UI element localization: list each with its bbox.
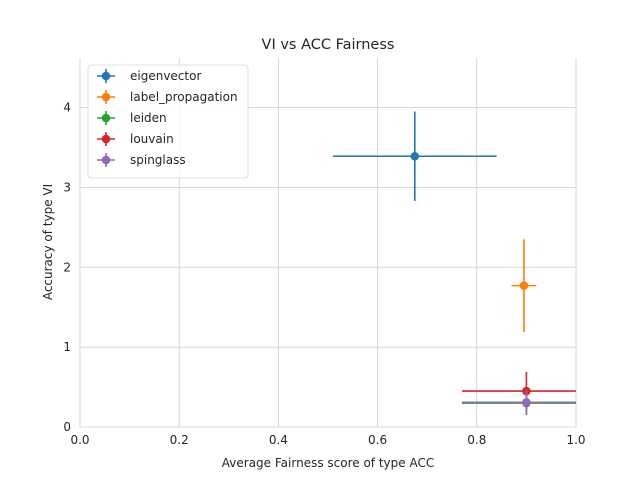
y-tick-label: 4 <box>63 101 71 115</box>
series-layer <box>332 111 576 416</box>
data-point <box>410 151 420 161</box>
legend-marker <box>101 92 111 102</box>
y-axis-label: Accuracy of type VI <box>41 184 55 300</box>
x-tick-label: 0.2 <box>170 433 189 447</box>
legend-label: spinglass <box>130 153 186 167</box>
y-tick-label: 3 <box>63 180 71 194</box>
x-axis-ticks: 0.0 0.2 0.4 0.6 0.8 1.0 <box>70 433 585 447</box>
legend-label: louvain <box>130 132 174 146</box>
x-tick-label: 0.8 <box>467 433 486 447</box>
legend-marker <box>101 71 111 81</box>
y-tick-label: 0 <box>63 420 71 434</box>
x-axis-label: Average Fairness score of type ACC <box>222 456 434 470</box>
legend-marker <box>101 134 111 144</box>
legend-label: leiden <box>130 111 167 125</box>
legend-marker <box>101 155 111 165</box>
legend-box <box>87 64 249 179</box>
y-axis-ticks: 0 1 2 3 4 <box>63 101 71 434</box>
series-eigenvector <box>332 111 497 201</box>
series-spinglass <box>461 390 576 415</box>
y-tick-label: 1 <box>63 340 71 354</box>
legend-entry-eigenvector: eigenvector <box>97 69 201 83</box>
y-tick-label: 2 <box>63 260 71 274</box>
legend-label: label_propagation <box>130 90 238 104</box>
data-point <box>519 281 529 290</box>
legend-entry-leiden: leiden <box>97 111 167 125</box>
grid <box>79 58 577 428</box>
x-tick-label: 0.6 <box>368 433 387 447</box>
legend-label: eigenvector <box>130 69 201 83</box>
x-tick-label: 1.0 <box>566 433 585 447</box>
legend-entry-louvain: louvain <box>97 132 174 146</box>
legend-entry-spinglass: spinglass <box>97 153 186 167</box>
x-tick-label: 0.0 <box>70 433 89 447</box>
legend-marker <box>101 113 111 123</box>
chart-title: VI vs ACC Fairness <box>262 37 395 53</box>
series-label_propagation <box>511 239 537 332</box>
x-tick-label: 0.4 <box>269 433 288 447</box>
data-point <box>522 397 531 407</box>
legend-entry-label_propagation: label_propagation <box>97 90 238 104</box>
